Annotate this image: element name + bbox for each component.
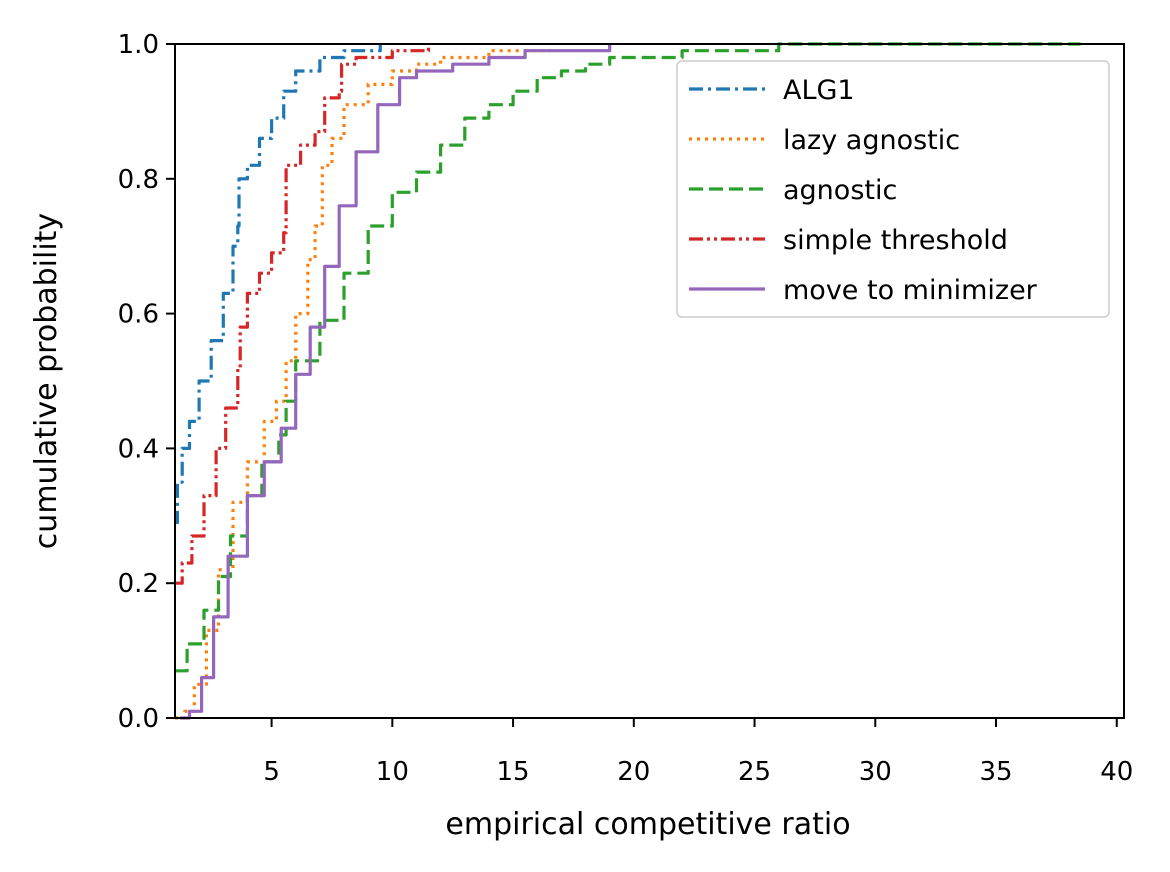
x-axis-label: empirical competitive ratio: [445, 807, 850, 842]
series-line-move-to-minimizer: [179, 44, 612, 720]
y-tick-label: 1.0: [118, 30, 159, 60]
y-axis-label: cumulative probability: [29, 213, 64, 549]
series-line-agnostic: [175, 42, 1081, 673]
x-tick-label: 35: [979, 757, 1012, 787]
x-tick-label: 20: [617, 757, 650, 787]
ticks: 5 10 15 20 25 30 35 40 0.0 0.2 0.4 0.6 0.8 1.0: [118, 30, 1134, 787]
legend-entry-label: simple threshold: [783, 225, 1008, 256]
x-tick-label: 10: [376, 757, 409, 787]
x-tick-label: 25: [738, 757, 771, 787]
y-tick-label: 0.4: [118, 434, 159, 464]
plot-frame: [174, 43, 1125, 719]
y-tick-label: 0.8: [118, 165, 159, 195]
x-tick-label: 5: [263, 757, 280, 787]
x-tick-label: 40: [1100, 757, 1133, 787]
axes: [174, 43, 1125, 719]
legend-entry-label: ALG1: [783, 75, 855, 106]
legend-entry-label: agnostic: [783, 175, 897, 206]
y-tick-label: 0.0: [118, 704, 159, 734]
x-tick-label: 15: [497, 757, 530, 787]
legend-entry-label: lazy agnostic: [783, 125, 960, 156]
legend-entry-label: move to minimizer: [783, 275, 1038, 306]
x-tick-label: 30: [859, 757, 892, 787]
legend: ALG1 lazy agnostic agnostic simple threshol…: [676, 60, 1110, 318]
legend-box: [676, 60, 1110, 318]
plot-lines: [175, 42, 1081, 720]
y-tick-label: 0.2: [118, 569, 159, 599]
y-tick-label: 0.6: [118, 300, 159, 330]
series-line-alg1: [175, 44, 382, 525]
